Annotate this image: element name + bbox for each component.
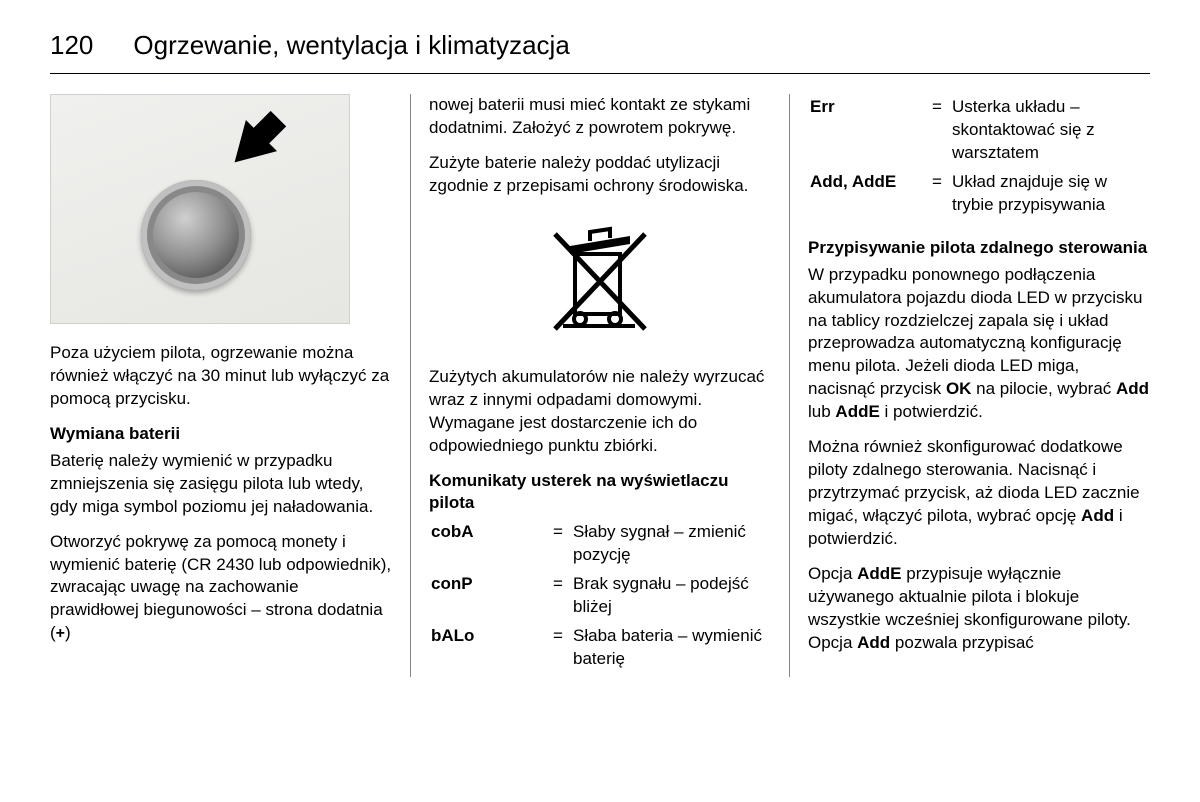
paragraph: Opcja AddE przypisuje wyłącznie używaneg… (808, 563, 1150, 655)
text-run: na pilocie, wybrać (971, 379, 1116, 398)
equals: = (932, 171, 950, 221)
paragraph: Można również skonfigurować dodatkowe pi… (808, 436, 1150, 551)
table-row: Add, AddE = Układ znajduje się w trybie … (810, 171, 1148, 221)
text-run: pozwala przypisać (890, 633, 1034, 652)
column-2: nowej baterii musi mieć kontakt ze styka… (411, 94, 790, 677)
bold-term: OK (946, 379, 972, 398)
button-illustration (50, 94, 350, 324)
equals: = (932, 96, 950, 169)
msg-desc: Usterka układu – skontaktować się z wars… (952, 96, 1148, 169)
paragraph: Otworzyć pokrywę za pomocą monety i wymi… (50, 531, 392, 646)
msg-code: Err (810, 96, 930, 169)
no-trash-bin-icon (535, 214, 665, 344)
chapter-title: Ogrzewanie, wentylacja i klimatyzacja (133, 30, 569, 61)
paragraph: W przypadku ponownego podłączenia akumul… (808, 264, 1150, 425)
section-heading: Komunikaty usterek na wyświetlaczu pilot… (429, 470, 771, 516)
arrow-icon (219, 120, 277, 178)
msg-code: Add, AddE (810, 171, 930, 221)
text-run: i potwierdzić. (880, 402, 983, 421)
msg-code: cobA (431, 521, 551, 571)
msg-desc: Słaby sygnał – zmienić pozycję (573, 521, 769, 571)
msg-desc: Słaba bateria – wymienić baterię (573, 625, 769, 675)
msg-code: conP (431, 573, 551, 623)
page-number: 120 (50, 30, 93, 61)
plus-symbol: + (56, 626, 65, 642)
content-columns: Poza użyciem pilota, ogrzewanie można ró… (50, 94, 1150, 677)
bold-term: AddE (857, 564, 901, 583)
fault-message-table: cobA = Słaby sygnał – zmienić pozycję co… (429, 519, 771, 677)
paragraph: Baterię należy wymienić w przypadku zmni… (50, 450, 392, 519)
table-row: conP = Brak sygnału – podejść bliżej (431, 573, 769, 623)
table-row: Err = Usterka układu – skontaktować się … (810, 96, 1148, 169)
bold-term: AddE (835, 402, 879, 421)
text-run: Otworzyć pokrywę za pomocą monety i wymi… (50, 532, 391, 643)
msg-code: bALo (431, 625, 551, 675)
equals: = (553, 521, 571, 571)
table-row: cobA = Słaby sygnał – zmienić pozycję (431, 521, 769, 571)
column-1: Poza użyciem pilota, ogrzewanie można ró… (50, 94, 411, 677)
msg-desc: Brak sygnału – podejść bliżej (573, 573, 769, 623)
paragraph: Zużyte baterie należy poddać utylizacji … (429, 152, 771, 198)
msg-desc: Układ znajduje się w trybie przypisywani… (952, 171, 1148, 221)
text-run: lub (808, 402, 835, 421)
bold-term: Add (857, 633, 890, 652)
dashboard-button-graphic (141, 180, 251, 290)
bold-term: Add (1116, 379, 1149, 398)
section-heading: Przypisywanie pilota zdalnego sterowania (808, 237, 1150, 260)
bold-term: Add (1081, 506, 1114, 525)
text-run: ) (65, 623, 71, 642)
paragraph: nowej baterii musi mieć kontakt ze styka… (429, 94, 771, 140)
table-row: bALo = Słaba bateria – wymienić baterię (431, 625, 769, 675)
column-3: Err = Usterka układu – skontaktować się … (790, 94, 1150, 677)
page-header: 120 Ogrzewanie, wentylacja i klimatyzacj… (50, 30, 1150, 74)
equals: = (553, 573, 571, 623)
paragraph: Poza użyciem pilota, ogrzewanie można ró… (50, 342, 392, 411)
fault-message-table-cont: Err = Usterka układu – skontaktować się … (808, 94, 1150, 223)
paragraph: Zużytych akumulatorów nie należy wyrzuca… (429, 366, 771, 458)
text-run: Opcja (808, 564, 857, 583)
section-heading: Wymiana baterii (50, 423, 392, 446)
equals: = (553, 625, 571, 675)
